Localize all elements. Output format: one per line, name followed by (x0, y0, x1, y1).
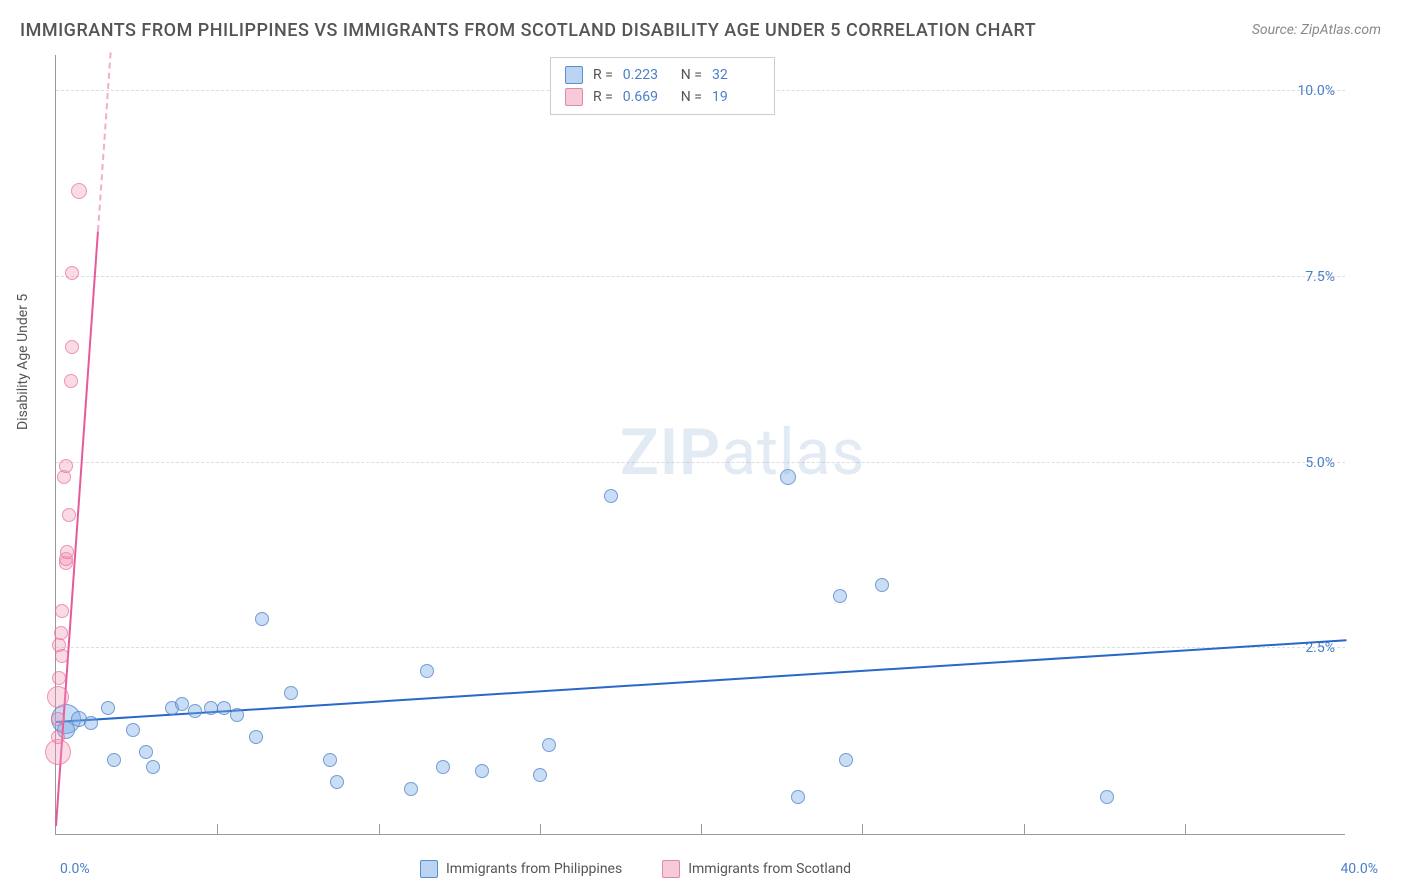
data-point (52, 671, 66, 685)
legend-series-label: Immigrants from Philippines (446, 861, 622, 877)
legend-correlation-row: R = 0.223 N = 32 (565, 64, 760, 86)
y-tick-label: 5.0% (1305, 455, 1335, 471)
trendline-scotland-extrapolated (97, 53, 112, 231)
data-point (323, 753, 337, 767)
data-point (51, 712, 65, 726)
data-point (791, 790, 805, 804)
data-point (107, 753, 121, 767)
data-point (284, 686, 298, 700)
data-point (436, 760, 450, 774)
x-tick-mark (1024, 824, 1025, 834)
x-tick-mark (540, 824, 541, 834)
data-point (146, 760, 160, 774)
data-point (188, 704, 202, 718)
y-tick-label: 7.5% (1305, 269, 1335, 285)
data-point (542, 738, 556, 752)
data-point (126, 723, 140, 737)
data-point (64, 374, 78, 388)
gridline-horizontal (56, 276, 1345, 277)
data-point (217, 701, 231, 715)
data-point (54, 626, 68, 640)
source-label: Source: ZipAtlas.com (1252, 22, 1381, 38)
plot-area: 2.5%5.0%7.5%10.0% (55, 55, 1345, 835)
x-tick-origin: 0.0% (60, 861, 90, 877)
x-tick-mark (217, 824, 218, 834)
x-tick-mark (1185, 824, 1186, 834)
data-point (62, 508, 76, 522)
legend-series-item: Immigrants from Philippines (420, 860, 622, 878)
data-point (65, 266, 79, 280)
legend-swatch (565, 88, 583, 106)
data-point (780, 469, 796, 485)
data-point (101, 701, 115, 715)
legend-series: Immigrants from Philippines Immigrants fr… (420, 860, 851, 878)
r-value: 0.669 (623, 89, 671, 105)
n-label: N = (681, 67, 702, 83)
y-tick-label: 10.0% (1297, 83, 1335, 99)
data-point (475, 764, 489, 778)
x-tick-max: 40.0% (1340, 861, 1378, 877)
gridline-horizontal (56, 462, 1345, 463)
data-point (833, 589, 847, 603)
data-point (55, 649, 69, 663)
data-point (55, 604, 69, 618)
x-tick-mark (379, 824, 380, 834)
data-point (59, 459, 73, 473)
data-point (204, 701, 218, 715)
r-label: R = (593, 67, 613, 83)
x-tick-mark (701, 824, 702, 834)
data-point (47, 686, 69, 708)
legend-series-label: Immigrants from Scotland (688, 861, 851, 877)
data-point (533, 768, 547, 782)
data-point (71, 183, 87, 199)
gridline-horizontal (56, 647, 1345, 648)
data-point (84, 716, 98, 730)
data-point (255, 612, 269, 626)
data-point (60, 545, 74, 559)
legend-swatch (565, 66, 583, 84)
data-point (175, 697, 189, 711)
data-point (1100, 790, 1114, 804)
data-point (604, 489, 618, 503)
y-axis-label: Disability Age Under 5 (15, 294, 31, 430)
legend-swatch (662, 860, 680, 878)
n-value: 32 (712, 67, 760, 83)
data-point (230, 708, 244, 722)
data-point (65, 340, 79, 354)
n-value: 19 (712, 89, 760, 105)
data-point (330, 775, 344, 789)
x-tick-mark (862, 824, 863, 834)
r-value: 0.223 (623, 67, 671, 83)
chart-title: IMMIGRANTS FROM PHILIPPINES VS IMMIGRANT… (20, 20, 1036, 41)
data-point (51, 730, 65, 744)
legend-series-item: Immigrants from Scotland (662, 860, 851, 878)
data-point (249, 730, 263, 744)
n-label: N = (681, 89, 702, 105)
legend-correlation-row: R = 0.669 N = 19 (565, 86, 760, 108)
trendline-philippines (56, 639, 1346, 723)
legend-correlation: R = 0.223 N = 32 R = 0.669 N = 19 (550, 57, 775, 115)
data-point (420, 664, 434, 678)
r-label: R = (593, 89, 613, 105)
data-point (875, 578, 889, 592)
data-point (839, 753, 853, 767)
legend-swatch (420, 860, 438, 878)
data-point (139, 745, 153, 759)
data-point (404, 782, 418, 796)
